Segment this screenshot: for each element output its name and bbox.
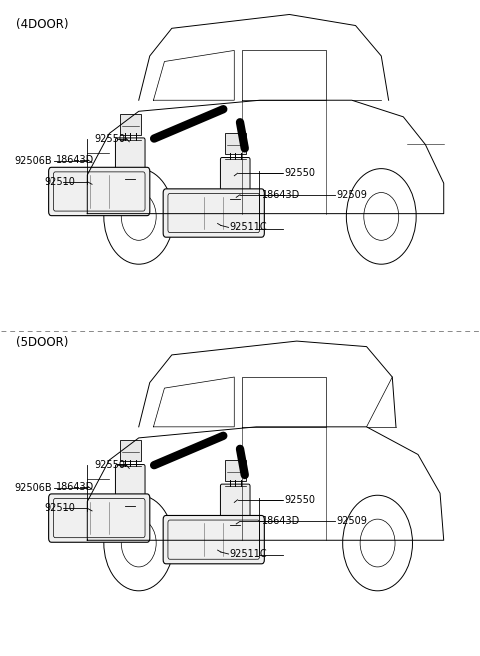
FancyBboxPatch shape [48,494,150,543]
FancyBboxPatch shape [220,484,250,520]
Text: (4DOOR): (4DOOR) [16,18,68,31]
Text: 92510: 92510 [44,176,75,187]
Text: 92510: 92510 [44,503,75,513]
Text: (5DOOR): (5DOOR) [16,336,68,349]
Text: 92550: 92550 [95,460,125,470]
Text: 92550: 92550 [95,134,125,144]
FancyBboxPatch shape [225,460,246,481]
Text: 92506B: 92506B [15,483,52,493]
Ellipse shape [123,178,137,206]
Text: 92511C: 92511C [229,549,267,559]
Text: 18643D: 18643D [262,190,300,199]
Text: 92550: 92550 [284,495,315,505]
Text: 92511C: 92511C [229,222,267,232]
FancyBboxPatch shape [225,133,246,154]
FancyBboxPatch shape [120,113,141,134]
FancyBboxPatch shape [48,167,150,216]
FancyBboxPatch shape [163,516,264,564]
FancyBboxPatch shape [163,189,264,237]
FancyBboxPatch shape [116,138,145,173]
Text: 18643D: 18643D [56,155,95,165]
FancyBboxPatch shape [220,157,250,193]
Text: 18643D: 18643D [262,516,300,526]
Text: 92550: 92550 [284,168,315,178]
Text: 18643D: 18643D [56,482,95,492]
FancyBboxPatch shape [120,440,141,461]
Text: 92506B: 92506B [15,156,52,167]
Ellipse shape [228,525,242,552]
Text: 92509: 92509 [336,516,367,526]
FancyBboxPatch shape [116,464,145,500]
Ellipse shape [123,505,137,533]
Text: 92509: 92509 [336,190,367,199]
Ellipse shape [228,198,242,226]
